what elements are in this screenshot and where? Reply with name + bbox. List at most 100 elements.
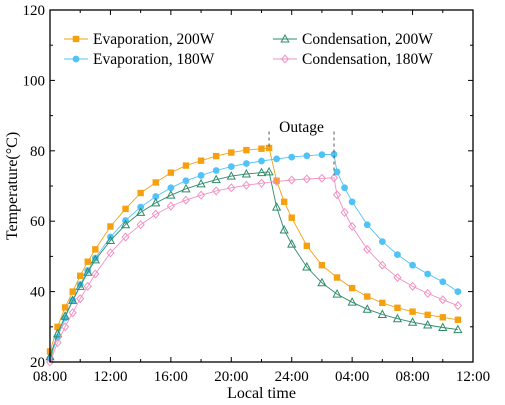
legend-item-3: Condensation, 180W (273, 51, 433, 68)
data-point (340, 207, 349, 217)
data-point (257, 178, 266, 188)
data-point (197, 190, 206, 200)
data-point (453, 324, 463, 334)
x-tick-label: 24:00 (275, 369, 309, 385)
data-point (330, 150, 338, 158)
data-point (271, 202, 282, 211)
y-tick-label: 80 (30, 144, 45, 160)
y-axis-title: Temperature(°C) (4, 132, 21, 240)
data-point (438, 322, 448, 332)
data-point (68, 308, 77, 318)
axes: 20 40 60 80 100 120 08:00 12:00 16:00 20:00 24:00 0… (23, 3, 491, 385)
data-point (196, 178, 206, 188)
x-tick-label: 04:00 (335, 369, 369, 385)
data-point (378, 260, 387, 270)
data-point (122, 205, 129, 213)
data-point (68, 295, 78, 304)
data-point (242, 160, 250, 167)
data-point (166, 190, 176, 199)
y-tick-label: 120 (23, 3, 46, 19)
legend-item-0: Evaporation, 200W (64, 31, 215, 48)
outage-label: Outage (279, 119, 324, 136)
data-point (394, 304, 401, 311)
data-point (258, 145, 265, 152)
data-point (332, 289, 342, 298)
data-point (182, 177, 190, 185)
data-point (227, 163, 235, 171)
series-0 (46, 144, 462, 355)
data-point (424, 270, 432, 278)
legend: Evaporation, 200W Evaporation, 180W Conden… (64, 31, 433, 68)
data-point (243, 146, 250, 154)
y-tick-label: 60 (30, 214, 45, 230)
data-point (76, 294, 85, 304)
data-point (272, 176, 281, 186)
series-3 (45, 173, 462, 367)
x-tick-label: 16:00 (154, 369, 188, 385)
data-point (92, 246, 99, 253)
data-point (273, 155, 281, 163)
legend-label: Evaporation, 200W (93, 31, 215, 48)
data-point (423, 319, 433, 329)
x-tick-label: 12:00 (456, 369, 490, 385)
data-point (303, 152, 311, 160)
data-point (212, 152, 220, 160)
data-point (107, 223, 114, 230)
data-point (151, 197, 161, 207)
data-point (288, 214, 295, 221)
data-point (152, 193, 160, 200)
data-point (197, 157, 205, 164)
y-tick-label: 40 (30, 285, 45, 301)
data-point (227, 183, 236, 193)
data-point (242, 180, 251, 190)
data-point (60, 311, 70, 320)
data-point (439, 278, 447, 286)
data-point (318, 151, 326, 159)
data-point (136, 220, 145, 230)
legend-item-2: Condensation, 200W (273, 31, 433, 48)
data-point (228, 149, 235, 156)
data-point (120, 219, 131, 229)
data-point (167, 184, 175, 192)
data-point (212, 167, 220, 174)
data-point (75, 281, 85, 290)
data-point (212, 186, 221, 196)
series-line (49, 171, 458, 357)
x-axis-title: Local time (227, 385, 296, 402)
data-point (317, 173, 326, 183)
data-point (226, 171, 236, 180)
series-line (49, 177, 459, 363)
data-point (439, 314, 446, 321)
data-point (362, 304, 372, 313)
data-point (181, 183, 191, 193)
data-point (287, 175, 296, 185)
outage-annotation: Outage (268, 119, 335, 176)
data-point (256, 167, 267, 177)
data-point (61, 322, 70, 332)
data-point (273, 177, 280, 184)
data-point (54, 323, 61, 330)
data-point (265, 144, 273, 152)
data-point (341, 184, 348, 192)
y-tick-label: 20 (30, 355, 45, 371)
data-point (279, 224, 289, 234)
y-tick-label: 100 (23, 73, 46, 89)
data-point (167, 169, 175, 176)
data-point (137, 203, 145, 211)
data-point (121, 232, 130, 242)
data-point (317, 277, 327, 287)
data-point (151, 209, 160, 219)
data-point (332, 190, 342, 200)
data-point (303, 242, 311, 250)
data-point (423, 288, 432, 298)
data-point (363, 221, 371, 229)
data-point (197, 172, 205, 179)
data-point (379, 299, 386, 307)
data-point (69, 288, 76, 295)
data-point (424, 311, 431, 319)
data-point (318, 262, 326, 269)
data-point (333, 168, 341, 176)
data-point (61, 304, 69, 311)
data-point (84, 258, 91, 265)
